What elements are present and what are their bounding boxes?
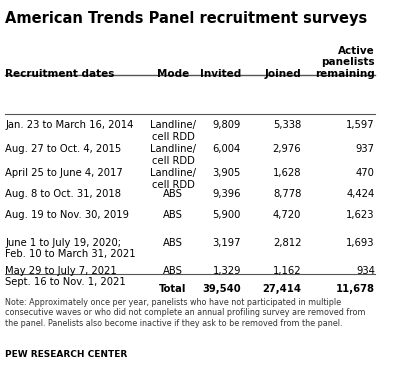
Text: 934: 934 — [356, 266, 375, 276]
Text: Recruitment dates: Recruitment dates — [5, 69, 115, 79]
Text: American Trends Panel recruitment surveys: American Trends Panel recruitment survey… — [5, 11, 368, 25]
Text: 937: 937 — [356, 144, 375, 154]
Text: 470: 470 — [356, 168, 375, 178]
Text: PEW RESEARCH CENTER: PEW RESEARCH CENTER — [5, 350, 127, 359]
Text: 1,162: 1,162 — [273, 266, 301, 276]
Text: 3,905: 3,905 — [213, 168, 241, 178]
Text: Landline/
cell RDD: Landline/ cell RDD — [150, 120, 196, 142]
Text: 5,900: 5,900 — [213, 210, 241, 220]
Text: Total: Total — [159, 284, 187, 294]
Text: ABS: ABS — [163, 266, 183, 276]
Text: 27,414: 27,414 — [262, 284, 301, 294]
Text: 1,628: 1,628 — [273, 168, 301, 178]
Text: Invited: Invited — [200, 69, 241, 79]
Text: Joined: Joined — [265, 69, 301, 79]
Text: 1,693: 1,693 — [346, 238, 375, 248]
Text: ABS: ABS — [163, 238, 183, 248]
Text: June 1 to July 19, 2020;
Feb. 10 to March 31, 2021: June 1 to July 19, 2020; Feb. 10 to Marc… — [5, 238, 136, 259]
Text: 3,197: 3,197 — [213, 238, 241, 248]
Text: May 29 to July 7, 2021
Sept. 16 to Nov. 1, 2021: May 29 to July 7, 2021 Sept. 16 to Nov. … — [5, 266, 126, 287]
Text: April 25 to June 4, 2017: April 25 to June 4, 2017 — [5, 168, 123, 178]
Text: Active
panelists
remaining: Active panelists remaining — [315, 46, 375, 79]
Text: 4,424: 4,424 — [346, 189, 375, 199]
Text: Mode: Mode — [157, 69, 189, 79]
Text: 2,976: 2,976 — [273, 144, 301, 154]
Text: 11,678: 11,678 — [336, 284, 375, 294]
Text: 8,778: 8,778 — [273, 189, 301, 199]
Text: Aug. 19 to Nov. 30, 2019: Aug. 19 to Nov. 30, 2019 — [5, 210, 129, 220]
Text: Note: Approximately once per year, panelists who have not participated in multip: Note: Approximately once per year, panel… — [5, 298, 366, 328]
Text: 9,396: 9,396 — [213, 189, 241, 199]
Text: 1,329: 1,329 — [213, 266, 241, 276]
Text: Landline/
cell RDD: Landline/ cell RDD — [150, 168, 196, 190]
Text: Aug. 27 to Oct. 4, 2015: Aug. 27 to Oct. 4, 2015 — [5, 144, 121, 154]
Text: ABS: ABS — [163, 210, 183, 220]
Text: 39,540: 39,540 — [202, 284, 241, 294]
Text: ABS: ABS — [163, 189, 183, 199]
Text: 4,720: 4,720 — [273, 210, 301, 220]
Text: 1,623: 1,623 — [346, 210, 375, 220]
Text: 5,338: 5,338 — [273, 120, 301, 130]
Text: Landline/
cell RDD: Landline/ cell RDD — [150, 144, 196, 166]
Text: Aug. 8 to Oct. 31, 2018: Aug. 8 to Oct. 31, 2018 — [5, 189, 121, 199]
Text: Jan. 23 to March 16, 2014: Jan. 23 to March 16, 2014 — [5, 120, 134, 130]
Text: 6,004: 6,004 — [213, 144, 241, 154]
Text: 2,812: 2,812 — [273, 238, 301, 248]
Text: 1,597: 1,597 — [346, 120, 375, 130]
Text: 9,809: 9,809 — [213, 120, 241, 130]
